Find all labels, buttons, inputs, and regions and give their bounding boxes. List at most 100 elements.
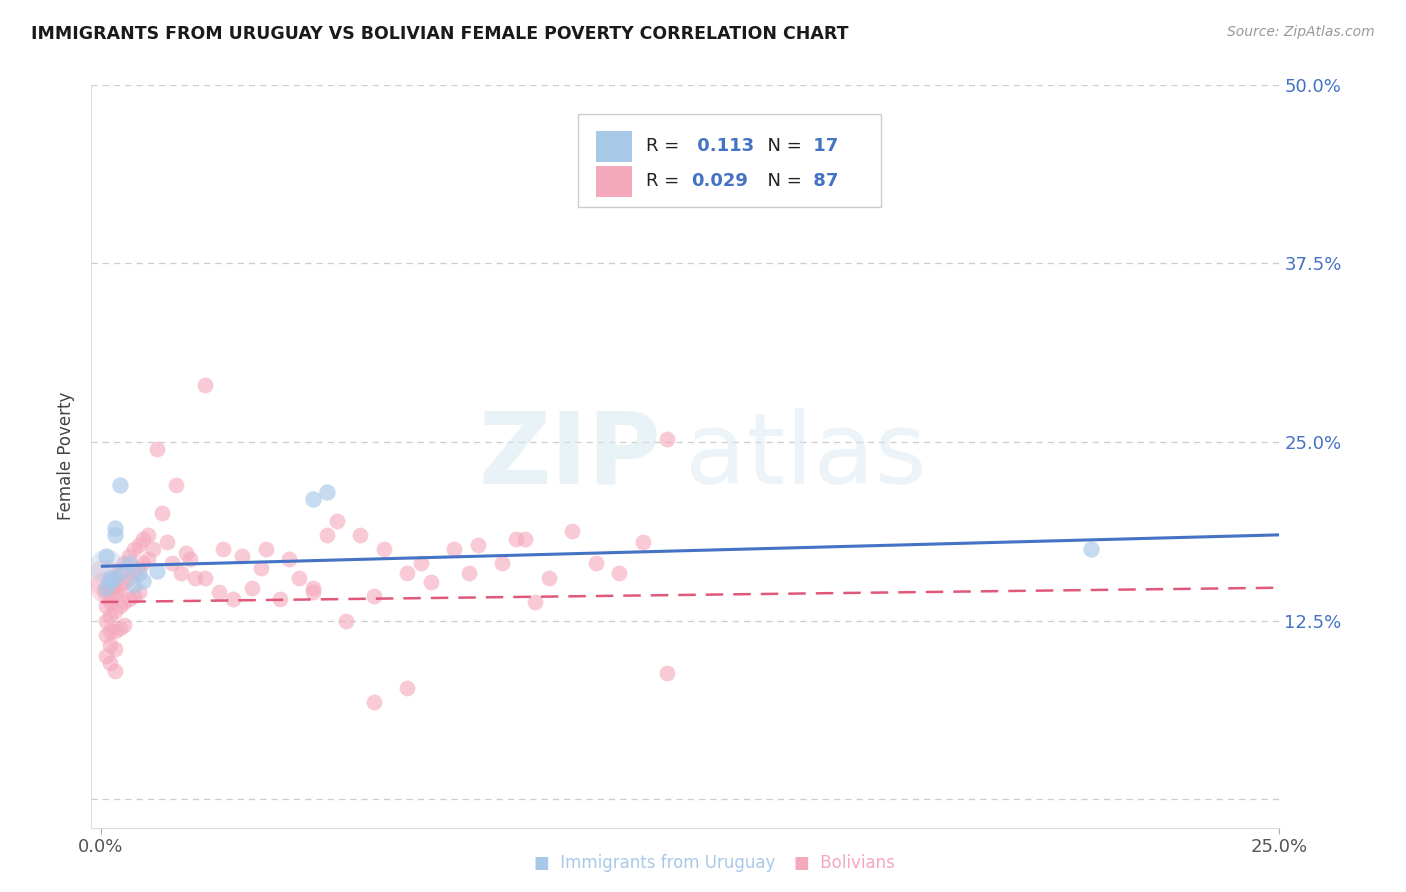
Point <box>165 478 187 492</box>
Point <box>94 599 117 614</box>
Point <box>193 377 215 392</box>
Point <box>104 604 127 618</box>
Point <box>98 638 121 652</box>
Point <box>396 681 419 695</box>
Y-axis label: Female Poverty: Female Poverty <box>58 392 76 520</box>
Point <box>146 564 169 578</box>
Point <box>363 695 385 709</box>
Point <box>108 599 131 614</box>
Point <box>94 571 117 585</box>
Text: ■  Immigrants from Uruguay: ■ Immigrants from Uruguay <box>534 855 776 872</box>
Point <box>94 549 117 564</box>
Point <box>118 549 141 564</box>
Point <box>193 571 215 585</box>
Point <box>156 535 179 549</box>
Point <box>128 585 150 599</box>
Point <box>419 574 441 589</box>
Point <box>631 535 654 549</box>
Point <box>505 532 527 546</box>
Point <box>316 528 339 542</box>
Point <box>208 585 231 599</box>
Point <box>98 574 121 589</box>
Point <box>94 585 117 599</box>
Point <box>302 492 325 507</box>
Point <box>122 589 145 603</box>
Point <box>467 538 489 552</box>
Point <box>443 542 465 557</box>
Point <box>118 571 141 585</box>
Text: R =: R = <box>647 137 685 155</box>
Point <box>396 566 419 581</box>
Text: 87: 87 <box>807 172 838 190</box>
Bar <box>596 131 631 162</box>
Point <box>231 549 253 564</box>
Point <box>94 581 117 595</box>
Point <box>94 581 117 595</box>
Point <box>122 578 145 592</box>
Point <box>98 609 121 624</box>
Point <box>104 642 127 657</box>
Point <box>325 514 347 528</box>
Point <box>174 546 197 560</box>
Point <box>523 595 546 609</box>
Point <box>585 557 607 571</box>
Point <box>561 524 583 538</box>
Point <box>108 621 131 635</box>
Point <box>609 566 631 581</box>
Point <box>349 528 371 542</box>
Point <box>132 574 155 588</box>
Point <box>146 442 169 456</box>
Text: IMMIGRANTS FROM URUGUAY VS BOLIVIAN FEMALE POVERTY CORRELATION CHART: IMMIGRANTS FROM URUGUAY VS BOLIVIAN FEMA… <box>31 25 848 43</box>
Point <box>132 532 155 546</box>
Text: N =: N = <box>755 137 807 155</box>
Point <box>373 542 395 557</box>
Point <box>118 592 141 607</box>
Text: 0.029: 0.029 <box>692 172 748 190</box>
Point <box>112 618 135 632</box>
Point <box>655 432 678 446</box>
Point <box>122 542 145 557</box>
Point <box>112 574 135 589</box>
Point <box>150 507 173 521</box>
Point <box>104 571 127 585</box>
Point <box>128 566 150 581</box>
Point <box>104 521 127 535</box>
Point <box>655 666 678 681</box>
Point <box>457 566 479 581</box>
Point <box>98 585 121 599</box>
Point <box>142 542 165 557</box>
Text: N =: N = <box>755 172 807 190</box>
Point <box>104 528 127 542</box>
Point <box>212 542 235 557</box>
Point <box>94 559 117 574</box>
Point <box>240 581 263 595</box>
Point <box>160 557 183 571</box>
Point <box>184 571 207 585</box>
Text: ■  Bolivians: ■ Bolivians <box>794 855 896 872</box>
Point <box>222 592 245 607</box>
FancyBboxPatch shape <box>578 114 882 207</box>
Point <box>94 628 117 642</box>
Text: Source: ZipAtlas.com: Source: ZipAtlas.com <box>1227 25 1375 39</box>
Point <box>179 552 201 566</box>
Point <box>112 595 135 609</box>
Point <box>104 571 127 585</box>
Bar <box>596 166 631 197</box>
Point <box>98 657 121 671</box>
Point <box>118 557 141 571</box>
Point <box>537 571 560 585</box>
Point <box>132 557 155 571</box>
Point <box>108 478 131 492</box>
Point <box>269 592 291 607</box>
Point <box>104 624 127 638</box>
Point <box>302 585 325 599</box>
Point <box>108 564 131 578</box>
Point <box>112 564 135 578</box>
Point <box>288 571 311 585</box>
Point <box>94 614 117 628</box>
Point <box>254 542 277 557</box>
Point <box>316 485 339 500</box>
Point <box>94 649 117 664</box>
Point <box>128 538 150 552</box>
Point <box>302 581 325 595</box>
